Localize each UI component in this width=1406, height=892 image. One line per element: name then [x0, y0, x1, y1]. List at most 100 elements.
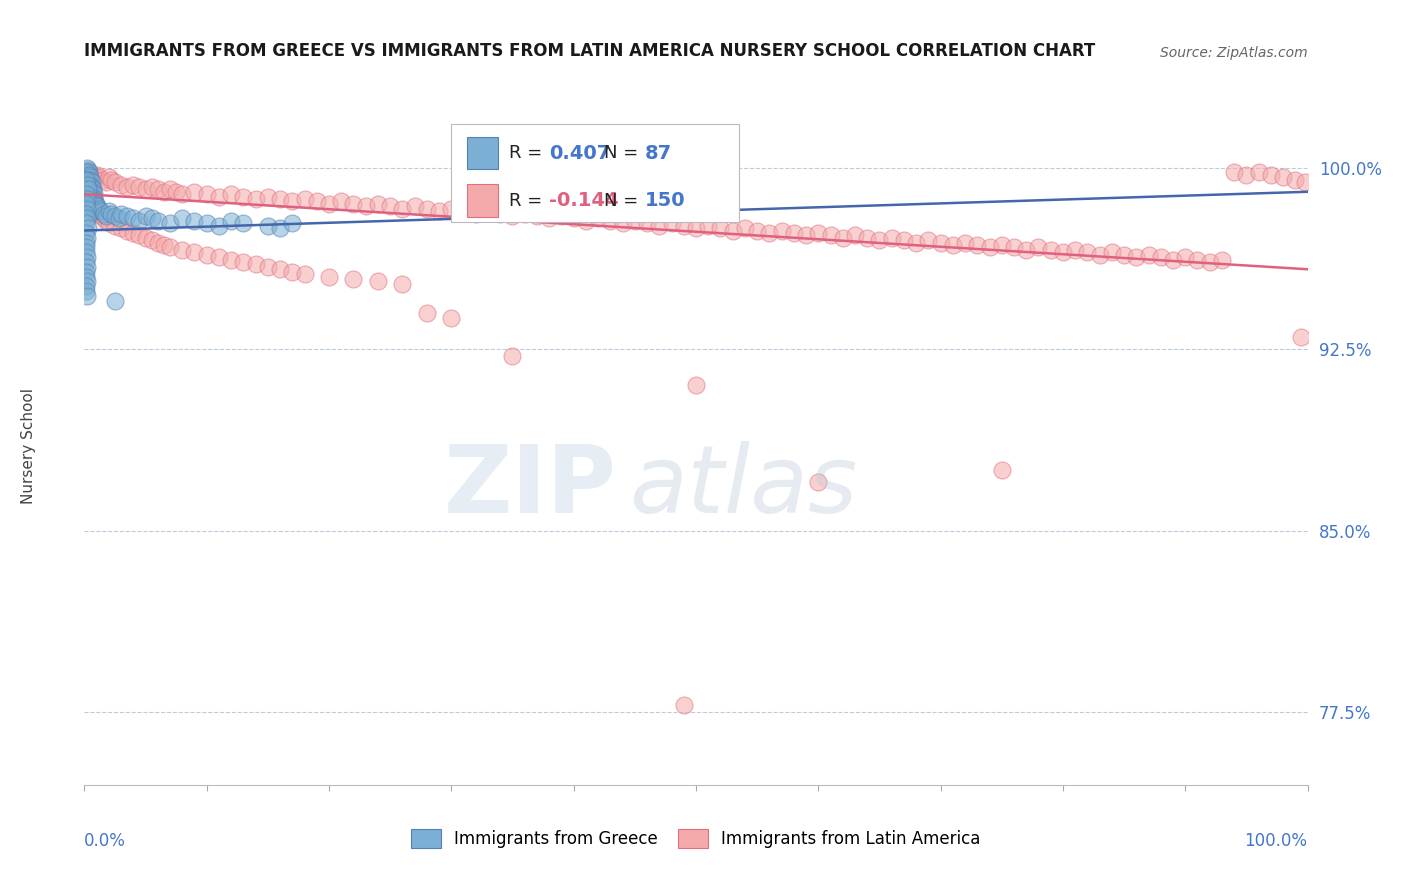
Point [110, 206, 132, 220]
Point [80, 189, 103, 203]
Point [83, 187, 105, 202]
Point [77, 187, 100, 202]
Point [80, 180, 103, 194]
Point [661, 216, 683, 230]
Point [172, 243, 194, 257]
Point [107, 211, 129, 226]
Point [75, 187, 97, 202]
Point [477, 204, 499, 219]
Point [76, 231, 98, 245]
Point [77, 185, 100, 199]
Point [80, 194, 103, 209]
Point [141, 180, 163, 194]
Point [1028, 240, 1050, 254]
Point [1052, 245, 1074, 260]
Point [281, 265, 304, 279]
Point [367, 197, 389, 211]
Point [159, 182, 181, 196]
Point [165, 185, 187, 199]
Point [880, 231, 903, 245]
Text: atlas: atlas [628, 442, 856, 533]
Point [83, 204, 105, 219]
Point [281, 194, 304, 209]
Point [807, 226, 830, 240]
Point [77, 165, 100, 179]
Point [991, 463, 1014, 477]
Point [269, 221, 291, 235]
Point [104, 293, 127, 308]
Text: 0.407: 0.407 [550, 144, 610, 162]
Point [257, 219, 280, 233]
Point [97, 204, 120, 219]
Point [79, 187, 101, 202]
Point [80, 194, 103, 209]
Point [75, 265, 97, 279]
Point [929, 235, 952, 250]
Point [305, 194, 328, 209]
Point [115, 180, 138, 194]
Point [159, 216, 181, 230]
Point [122, 226, 145, 240]
FancyBboxPatch shape [467, 185, 498, 217]
Point [77, 163, 100, 178]
Point [208, 189, 231, 203]
Point [232, 255, 254, 269]
Point [1236, 168, 1258, 182]
Point [1150, 250, 1173, 264]
Point [1002, 240, 1025, 254]
Point [75, 245, 97, 260]
Point [1174, 250, 1197, 264]
Point [141, 233, 163, 247]
Point [1114, 248, 1136, 262]
Point [269, 262, 291, 277]
Point [96, 209, 118, 223]
Point [153, 185, 176, 199]
Text: N =: N = [605, 192, 644, 210]
Point [1039, 243, 1062, 257]
Point [77, 221, 100, 235]
Point [135, 231, 157, 245]
Point [80, 197, 103, 211]
Point [172, 211, 194, 226]
Point [122, 211, 145, 226]
Point [232, 189, 254, 203]
Point [807, 475, 830, 490]
Point [489, 206, 512, 220]
Point [79, 178, 101, 192]
Point [86, 199, 108, 213]
Point [1260, 168, 1282, 182]
Point [79, 192, 101, 206]
Point [257, 260, 280, 274]
Point [709, 221, 731, 235]
Point [1125, 250, 1147, 264]
Point [513, 206, 536, 220]
Point [721, 223, 744, 237]
Point [97, 170, 120, 185]
Point [1272, 170, 1295, 185]
Point [77, 178, 100, 192]
Point [794, 228, 817, 243]
Point [586, 211, 609, 226]
Point [75, 279, 97, 293]
Point [685, 378, 707, 392]
Point [104, 219, 127, 233]
Point [104, 209, 127, 223]
Point [146, 214, 169, 228]
Point [318, 197, 340, 211]
Point [195, 187, 218, 202]
Point [115, 223, 138, 237]
Point [82, 185, 104, 199]
Point [76, 260, 98, 274]
Point [232, 216, 254, 230]
Point [612, 216, 634, 230]
Point [76, 175, 98, 189]
Point [342, 197, 364, 211]
Point [77, 172, 100, 186]
Point [416, 202, 439, 216]
Point [636, 216, 658, 230]
Point [672, 219, 695, 233]
Point [83, 170, 105, 185]
Point [427, 204, 450, 219]
Point [93, 211, 115, 226]
Point [75, 284, 97, 298]
